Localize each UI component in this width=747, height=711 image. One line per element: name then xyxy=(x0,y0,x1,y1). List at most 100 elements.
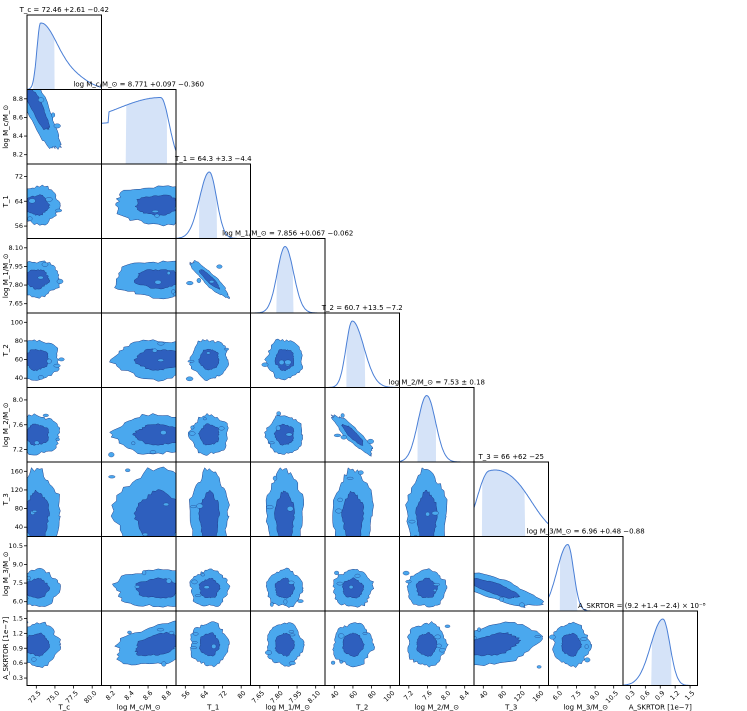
contour-island xyxy=(108,452,115,458)
contour-island xyxy=(190,425,195,430)
marginal-title: T_2 = 60.7 +13.5 −7.2 xyxy=(321,304,403,312)
contour-panel-T3-vs-logM1 xyxy=(250,461,326,537)
y-tick-label: 7.2 xyxy=(13,446,23,454)
contour-island xyxy=(165,578,172,584)
contour-island xyxy=(13,532,20,536)
contour-panel-T2-vs-logMc xyxy=(101,312,177,388)
contour-island xyxy=(168,630,175,635)
contour-panel-A-vs-logM1 xyxy=(250,610,326,686)
marginal-title: log M_2/M_⊙ = 7.53 ± 0.18 xyxy=(389,379,485,387)
y-tick-label: 9.0 xyxy=(13,560,23,568)
contour-island xyxy=(53,123,61,129)
inner-contour xyxy=(274,490,295,537)
x-tick-label: 72 xyxy=(217,689,229,701)
contour-island xyxy=(337,497,343,502)
contour-island xyxy=(203,585,210,589)
y-tick-label: 160 xyxy=(11,467,23,475)
contour-panel-A-vs-logM3 xyxy=(548,610,624,686)
y-tick-label: 8.6 xyxy=(13,113,23,121)
x-tick-label: 0.3 xyxy=(624,689,637,702)
y-tick-label: 0.6 xyxy=(13,659,23,667)
contour-panel-logM3-vs-T2 xyxy=(324,536,400,612)
contour-island xyxy=(27,576,31,581)
contour-island xyxy=(331,660,336,665)
x-axis-label: T_2 xyxy=(355,704,368,711)
contour-island xyxy=(196,278,202,283)
contour-panel-T2-vs-logM1 xyxy=(250,312,326,388)
marginal-panel-T3 xyxy=(473,461,549,537)
inner-contour xyxy=(27,349,50,372)
y-tick-label: 64 xyxy=(15,197,23,205)
marginal-title: T_c = 72.46 +2.61 −0.42 xyxy=(19,6,109,14)
contour-island xyxy=(354,573,361,578)
y-tick-label: 7.5 xyxy=(13,579,23,587)
contour-island xyxy=(203,417,207,421)
contour-island xyxy=(46,358,52,364)
contour-island xyxy=(358,470,364,475)
contour-panel-logM2-vs-logMc xyxy=(101,387,177,463)
contour-island xyxy=(210,540,215,543)
contour-island xyxy=(536,665,542,669)
contour-island xyxy=(474,635,477,640)
contour-island xyxy=(206,351,211,355)
y-tick-label: 8.0 xyxy=(13,396,23,404)
panel-frame xyxy=(324,387,400,463)
contour-island xyxy=(431,511,439,516)
contour-island xyxy=(56,278,64,284)
marginal-panel-logM2 xyxy=(399,387,475,463)
x-tick-label: 64 xyxy=(199,689,211,701)
contour-island xyxy=(200,573,205,577)
contour-island xyxy=(34,440,40,445)
y-tick-label: 56 xyxy=(15,222,23,230)
y-axis-label: T_2 xyxy=(2,344,10,357)
contour-island xyxy=(413,534,418,537)
credible-band xyxy=(199,172,217,239)
contour-island xyxy=(51,112,56,118)
contour-island xyxy=(288,630,295,634)
contour-panel-logMc-vs-Tc xyxy=(26,89,102,165)
credible-band xyxy=(559,544,578,611)
contour-island xyxy=(288,661,296,666)
x-tick-label: 8.4 xyxy=(123,689,136,702)
contour-island xyxy=(340,413,345,418)
contour-island xyxy=(53,363,61,368)
contour-island xyxy=(41,262,49,267)
y-axis-label: A_SKRTOR [1e−7] xyxy=(2,616,10,679)
panel-frame xyxy=(548,610,624,686)
x-tick-label: 8.4 xyxy=(458,689,471,702)
contour-island xyxy=(192,632,199,636)
contour-island xyxy=(198,555,205,557)
contour-island xyxy=(334,570,340,575)
x-tick-label: 40 xyxy=(478,689,490,701)
contour-island xyxy=(188,431,196,436)
contour-island xyxy=(276,411,281,416)
contour-island xyxy=(272,475,278,481)
x-tick-label: 100 xyxy=(382,689,396,703)
x-tick-label: 80 xyxy=(366,689,378,701)
contour-island xyxy=(152,348,158,353)
contour-island xyxy=(335,508,343,514)
inner-contour xyxy=(27,632,50,657)
contour-island xyxy=(134,585,140,589)
x-tick-label: 7.65 xyxy=(250,689,266,705)
contour-island xyxy=(163,502,170,507)
y-tick-label: 80 xyxy=(15,337,23,345)
contour-island xyxy=(11,429,17,434)
contour-island xyxy=(190,505,197,509)
contour-island xyxy=(186,281,194,286)
contour-island xyxy=(224,347,229,351)
contour-panel-T2-vs-Tc xyxy=(26,312,102,388)
x-axis-label: T_c xyxy=(57,704,70,711)
x-tick-label: 160 xyxy=(531,689,545,703)
y-tick-label: 0.3 xyxy=(13,674,23,682)
contour-panel-logM3-vs-T1 xyxy=(175,536,251,612)
inner-contour xyxy=(134,269,176,290)
contour-island xyxy=(154,279,162,285)
x-axis-label: log M_c/M_⊙ xyxy=(117,704,161,711)
inner-contour xyxy=(27,269,51,290)
contour-island xyxy=(367,438,374,444)
marginal-title: T_3 = 66 +62 −25 xyxy=(478,453,544,461)
contour-island xyxy=(278,359,285,365)
inner-contour xyxy=(416,632,438,657)
